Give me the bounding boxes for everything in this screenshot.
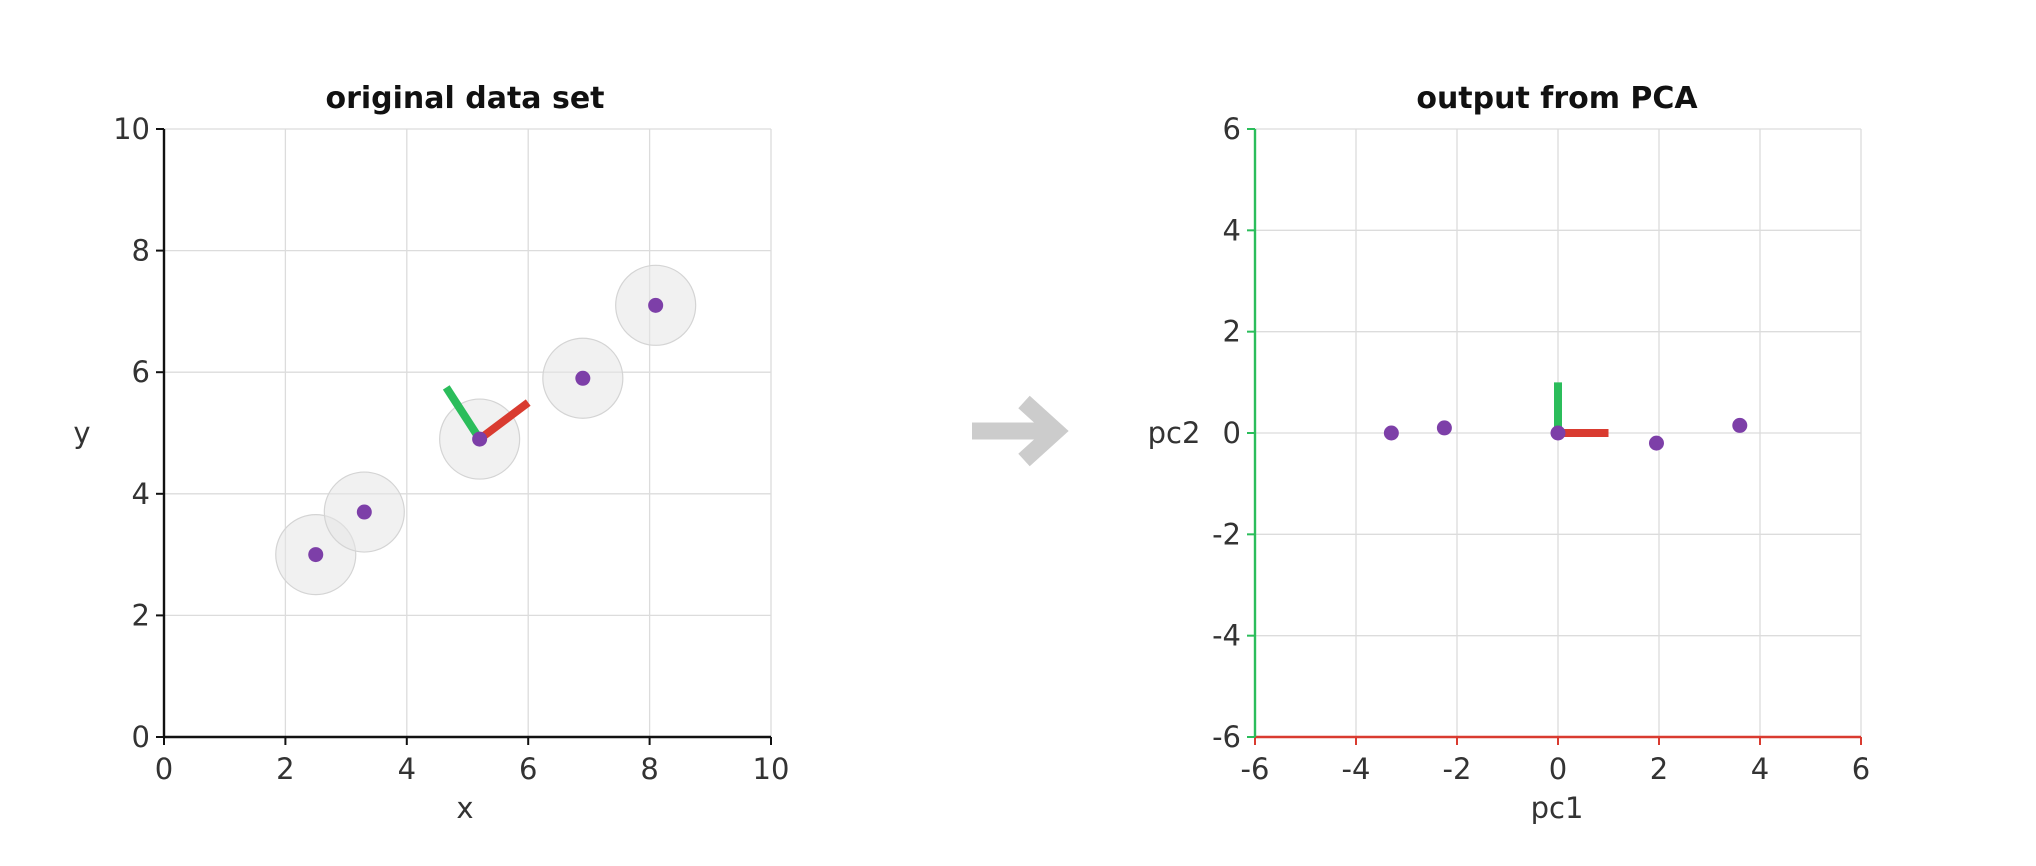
y-tick-label: -2 <box>1212 517 1241 551</box>
data-point <box>308 547 324 563</box>
x-tick-label: 8 <box>640 752 658 786</box>
data-point <box>575 370 591 386</box>
y-axis-label-pca: pc2 <box>1148 416 1201 450</box>
y-tick-label: 0 <box>1223 416 1241 450</box>
y-tick-label: 10 <box>113 112 150 146</box>
chart-title-pca: output from PCA <box>1416 81 1698 116</box>
tick-labels-pca: -6 -4 -2 0 2 4 6 -6 -4 -2 0 2 4 6 <box>1212 112 1870 786</box>
y-tick-label: 6 <box>1223 112 1241 146</box>
x-tick-label: 0 <box>155 752 173 786</box>
pca-output-chart: output from PCA -6 -4 -2 0 2 4 6 -6 -4 -2 0 2 4 6 pc1… <box>1148 81 1871 825</box>
x-axis-label-pca: pc1 <box>1531 791 1584 825</box>
x-tick-label: 6 <box>519 752 537 786</box>
axes-pca <box>1247 128 1862 745</box>
x-tick-label: 4 <box>398 752 416 786</box>
x-tick-label: -4 <box>1342 752 1371 786</box>
y-tick-label: 4 <box>132 477 150 511</box>
x-tick-label: 10 <box>753 752 790 786</box>
data-point <box>1550 425 1566 441</box>
data-point <box>1383 425 1399 441</box>
y-tick-label: -6 <box>1212 720 1241 754</box>
data-point <box>648 297 664 313</box>
pc-vectors-original <box>442 385 531 443</box>
data-point <box>1732 417 1748 433</box>
x-tick-label: 2 <box>1650 752 1668 786</box>
data-point <box>1436 420 1452 436</box>
pc1-vector <box>477 399 531 443</box>
x-axis-label-original: x <box>456 791 473 825</box>
y-tick-label: 8 <box>132 234 150 268</box>
right-arrow-icon <box>972 395 1069 467</box>
grid-pca <box>1254 128 1862 738</box>
y-tick-label: -4 <box>1212 619 1241 653</box>
x-tick-label: -2 <box>1443 752 1472 786</box>
y-tick-label: 6 <box>132 355 150 389</box>
data-point <box>356 504 372 520</box>
y-tick-label: 0 <box>132 720 150 754</box>
x-tick-label: 0 <box>1549 752 1567 786</box>
x-tick-label: 2 <box>276 752 294 786</box>
y-axis-label-original: y <box>73 416 90 450</box>
x-tick-label: 4 <box>1751 752 1769 786</box>
points-pca <box>1383 417 1748 451</box>
y-tick-label: 4 <box>1223 213 1241 247</box>
x-tick-label: -6 <box>1241 752 1270 786</box>
original-data-chart: original data set 0 2 4 6 8 10 0 2 4 6 8 10 x y <box>73 81 789 825</box>
data-point <box>472 431 488 447</box>
x-tick-label: 6 <box>1852 752 1870 786</box>
chart-title-original: original data set <box>325 81 604 116</box>
y-tick-label: 2 <box>132 598 150 632</box>
tick-labels-original: 0 2 4 6 8 10 0 2 4 6 8 10 <box>113 112 789 786</box>
axes-original <box>156 128 772 745</box>
points-original <box>308 297 664 563</box>
y-tick-label: 2 <box>1223 315 1241 349</box>
pc2-vector <box>442 385 483 442</box>
pc-vectors-pca <box>1554 382 1609 437</box>
data-point <box>1648 435 1664 451</box>
grid-original <box>163 128 772 738</box>
